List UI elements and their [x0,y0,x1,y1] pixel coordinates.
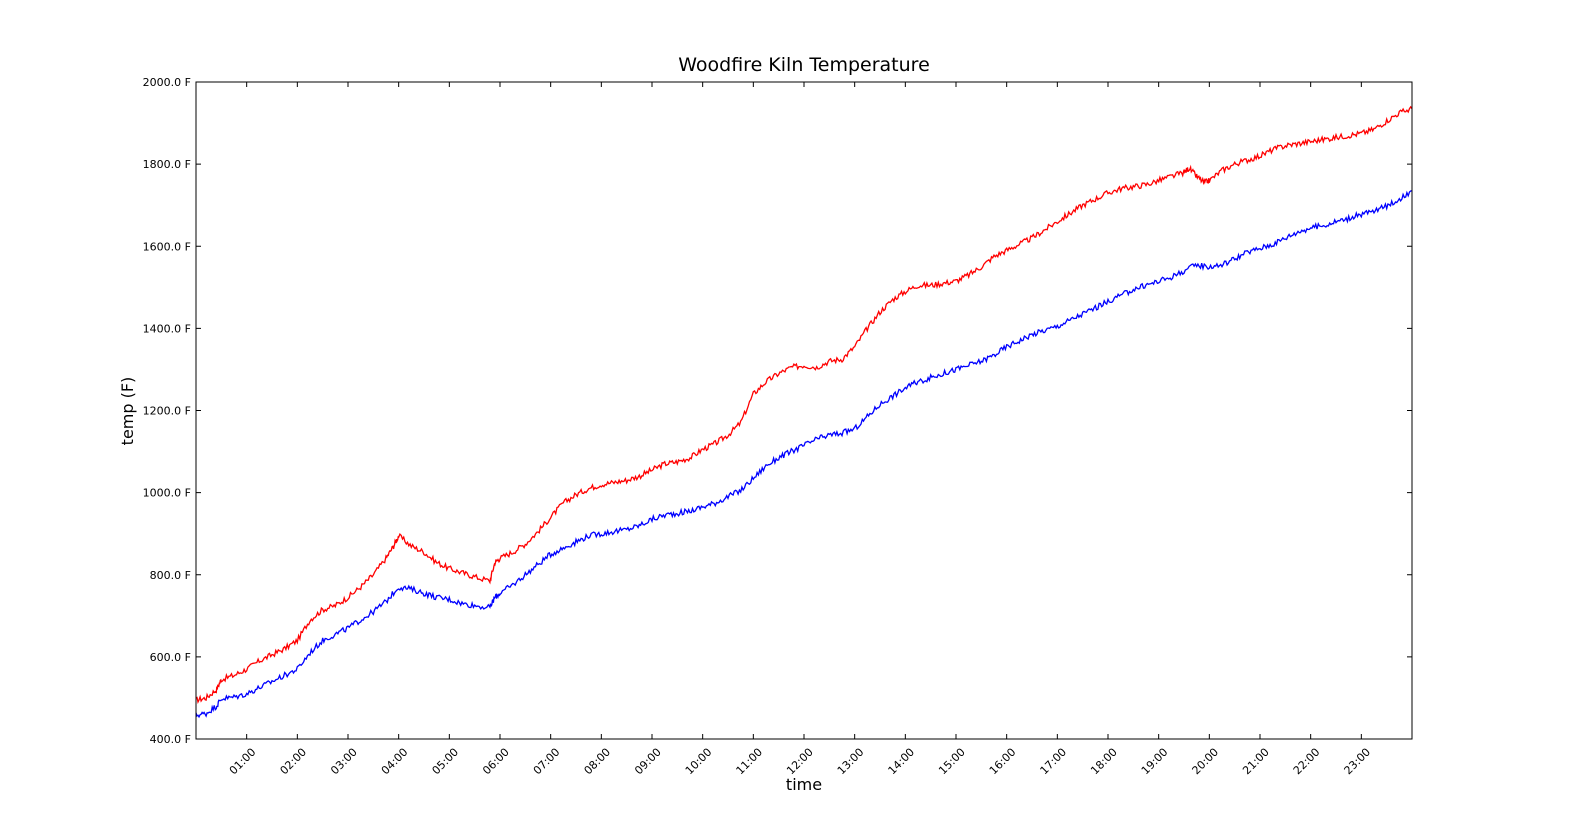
x-tick-label: 20:00 [1190,746,1222,778]
x-tick-label: 14:00 [886,746,918,778]
x-tick-label: 01:00 [227,746,259,778]
chart-title: Woodfire Kiln Temperature [678,54,930,76]
x-tick-label: 10:00 [683,746,715,778]
series-line-2 [195,190,1413,719]
y-tick-label: 1400.0 F [143,322,191,335]
x-tick-label: 16:00 [987,746,1019,778]
y-tick-label: 1600.0 F [143,240,191,253]
x-tick-label: 07:00 [531,746,563,778]
ticks-layer: 400.0 F 600.0 F 800.0 F 1000.0 F 1200.0 F 140… [143,76,1412,777]
x-axis-label: time [786,775,822,794]
x-tick-label: 17:00 [1038,746,1070,778]
y-tick-label: 1800.0 F [143,158,191,171]
series-line-1 [195,105,1413,704]
x-tick-label: 19:00 [1139,746,1171,778]
plot-frame [195,81,1413,740]
x-tick-label: 06:00 [480,746,512,778]
y-tick-label: 1200.0 F [143,405,191,418]
x-tick-label: 08:00 [582,746,614,778]
x-tick-label: 03:00 [328,746,360,778]
x-tick-label: 22:00 [1291,746,1323,778]
x-tick-label: 18:00 [1088,746,1120,778]
x-tick-label: 02:00 [278,746,310,778]
y-tick-label: 800.0 F [150,569,191,582]
y-tick-label: 2000.0 F [143,76,191,89]
series-layer [195,105,1413,719]
y-axis-label: temp (F) [118,377,137,446]
x-tick-label: 21:00 [1240,746,1272,778]
x-tick-label: 11:00 [734,746,766,778]
y-tick-label: 600.0 F [150,651,191,664]
y-tick-label: 400.0 F [150,733,191,746]
y-tick-label: 1000.0 F [143,487,191,500]
x-tick-label: 12:00 [784,746,816,778]
x-tick-label: 04:00 [379,746,411,778]
x-tick-label: 09:00 [632,746,664,778]
x-tick-label: 05:00 [430,746,462,778]
x-tick-label: 15:00 [936,746,968,778]
x-tick-label: 13:00 [835,746,867,778]
x-tick-label: 23:00 [1342,746,1374,778]
